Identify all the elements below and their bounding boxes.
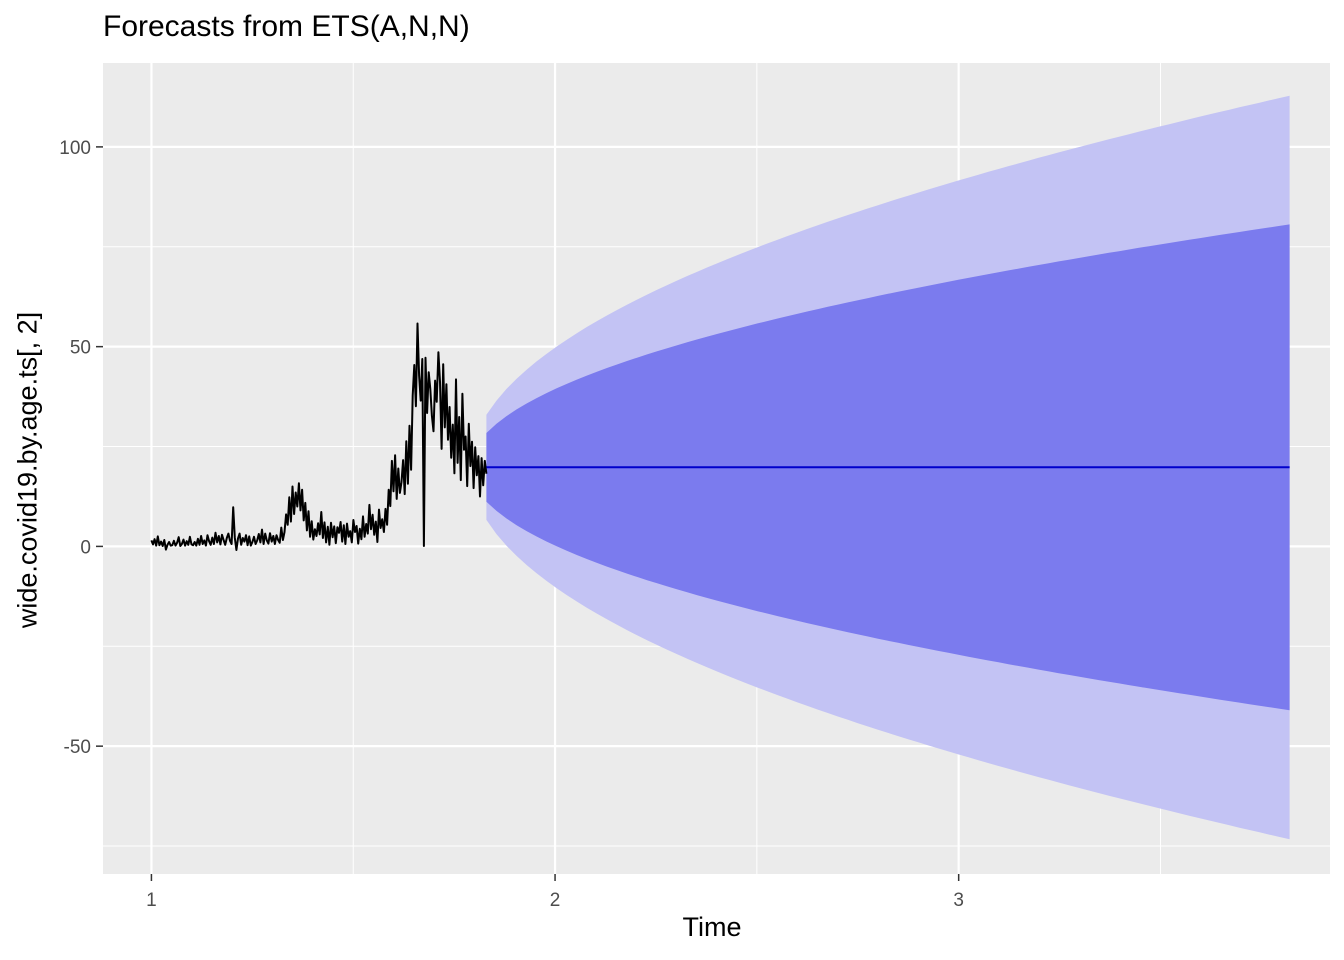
x-tick-label: 2 xyxy=(550,890,561,911)
y-tick-label: 50 xyxy=(70,338,91,359)
observed-series-line xyxy=(150,322,488,551)
y-tick-label: 0 xyxy=(80,537,91,558)
x-axis-label: Time xyxy=(682,912,742,942)
y-axis-label: wide.covid19.by.age.ts[, 2] xyxy=(12,311,43,629)
x-tick-label: 3 xyxy=(953,890,964,911)
y-tick-label: 100 xyxy=(59,138,91,159)
data-series xyxy=(150,322,1290,551)
y-tick-label: -50 xyxy=(64,737,91,758)
axis-ticks: 1 2 3 -50 0 50 100 xyxy=(59,138,964,911)
chart-title: Forecasts from ETS(A,N,N) xyxy=(103,10,470,43)
x-tick-label: 1 xyxy=(146,890,157,911)
